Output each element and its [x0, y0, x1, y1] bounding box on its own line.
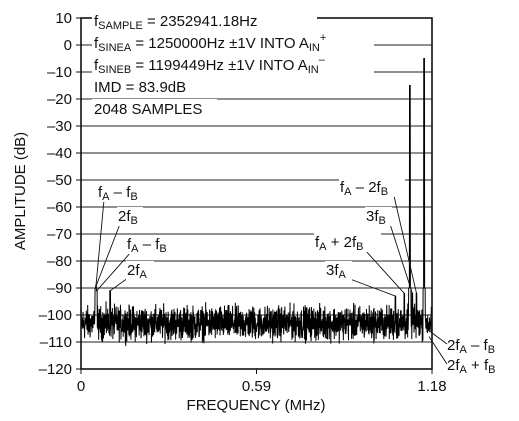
annotation-2fa-minus-fb: 2fA – fB — [447, 337, 495, 356]
annotation-2fa-left: 2fA — [127, 262, 148, 281]
y-tick-label--120: –120 — [39, 361, 72, 378]
y-tick-label--20: –20 — [47, 91, 72, 108]
annotation-2fa-plus-fb: 2fA + fB — [447, 357, 495, 376]
y-tick-label--70: –70 — [47, 226, 72, 243]
leader-fa-plus-2fb — [364, 249, 405, 294]
info-line-3: IMD = 83.9dB — [94, 79, 186, 96]
y-tick-label-0: 0 — [64, 37, 72, 54]
leader-fa-minus-fb-top — [95, 199, 105, 286]
leader-3fb — [389, 223, 413, 294]
annotation-fa-plus-2fb: fA + 2fB — [315, 234, 363, 253]
label-bg-3fb — [365, 207, 392, 226]
y-tick-label--60: –60 — [47, 199, 72, 216]
y-tick-label--50: –50 — [47, 172, 72, 189]
y-tick-label--30: –30 — [47, 118, 72, 135]
leader-2fa-plus-fb — [428, 336, 448, 365]
y-tick-label--110: –110 — [40, 334, 72, 351]
y-tick-label--10: –10 — [47, 64, 72, 81]
info-bg-1 — [92, 33, 374, 53]
leader-fa-minus-2fb — [393, 195, 417, 294]
annotation-fa-minus-fb-top: fA – fB — [98, 184, 138, 203]
annotation-fa-minus-fb-mid: fA – fB — [127, 236, 167, 255]
info-bg-4 — [92, 99, 217, 119]
label-bg-fa-minus-fb-top — [97, 183, 153, 202]
info-line-1: fSINEA = 1250000Hz ±1V INTO AIN+ — [94, 32, 326, 54]
x-tick-label-1: 0.59 — [242, 378, 271, 395]
label-bg-fa-plus-2fb — [314, 233, 381, 252]
annotation-3fa: 3fA — [326, 262, 347, 281]
x-axis-title: FREQUENCY (MHz) — [187, 397, 326, 414]
y-tick-label--80: –80 — [47, 253, 72, 270]
y-tick-label--90: –90 — [47, 280, 72, 297]
label-bg-2fb-left — [117, 207, 143, 226]
x-tick-label-0: 0 — [77, 378, 85, 395]
leader-2fb-left — [94, 223, 121, 289]
info-line-0: fSAMPLE = 2352941.18Hz — [94, 13, 258, 32]
info-bg-3 — [92, 77, 212, 97]
annotation-fa-minus-2fb: fA – 2fB — [340, 179, 388, 198]
leader-fa-minus-fb-mid — [96, 251, 132, 291]
leader-2fa-left — [109, 277, 129, 292]
info-bg-0 — [92, 11, 317, 31]
info-bg-2 — [92, 55, 374, 75]
label-bg-fa-minus-2fb — [339, 178, 405, 197]
annotation-3fb: 3fB — [366, 208, 386, 227]
y-tick-label--40: –40 — [47, 145, 72, 162]
x-axis-ticks: 0 0.59 1.18 — [77, 369, 447, 395]
label-bg-fa-minus-fb-mid — [126, 235, 182, 254]
annotation-2fb-left: 2fB — [118, 208, 138, 227]
spectrum-trace — [80, 58, 433, 347]
y-tick-label--100: –100 — [39, 307, 72, 324]
leader-2fa-minus-fb — [425, 328, 448, 345]
y-axis-title: AMPLITUDE (dB) — [12, 132, 29, 250]
spectrum-line — [80, 58, 433, 347]
label-bg-2fa-left — [126, 261, 154, 280]
info-line-4: 2048 SAMPLES — [94, 101, 202, 118]
x-tick-label-2: 1.18 — [417, 378, 446, 395]
y-tick-label-10: 10 — [55, 10, 72, 27]
label-bg-3fa — [325, 261, 352, 280]
y-axis-ticks: 10 0 –10 –20 –30 –40 –50 –60 –70 –80 –90 –100 –110 –1… — [39, 10, 81, 378]
info-line-2: fSINEB = 1199449Hz ±1V INTO AIN– — [94, 54, 326, 76]
leader-3fa — [349, 278, 396, 297]
